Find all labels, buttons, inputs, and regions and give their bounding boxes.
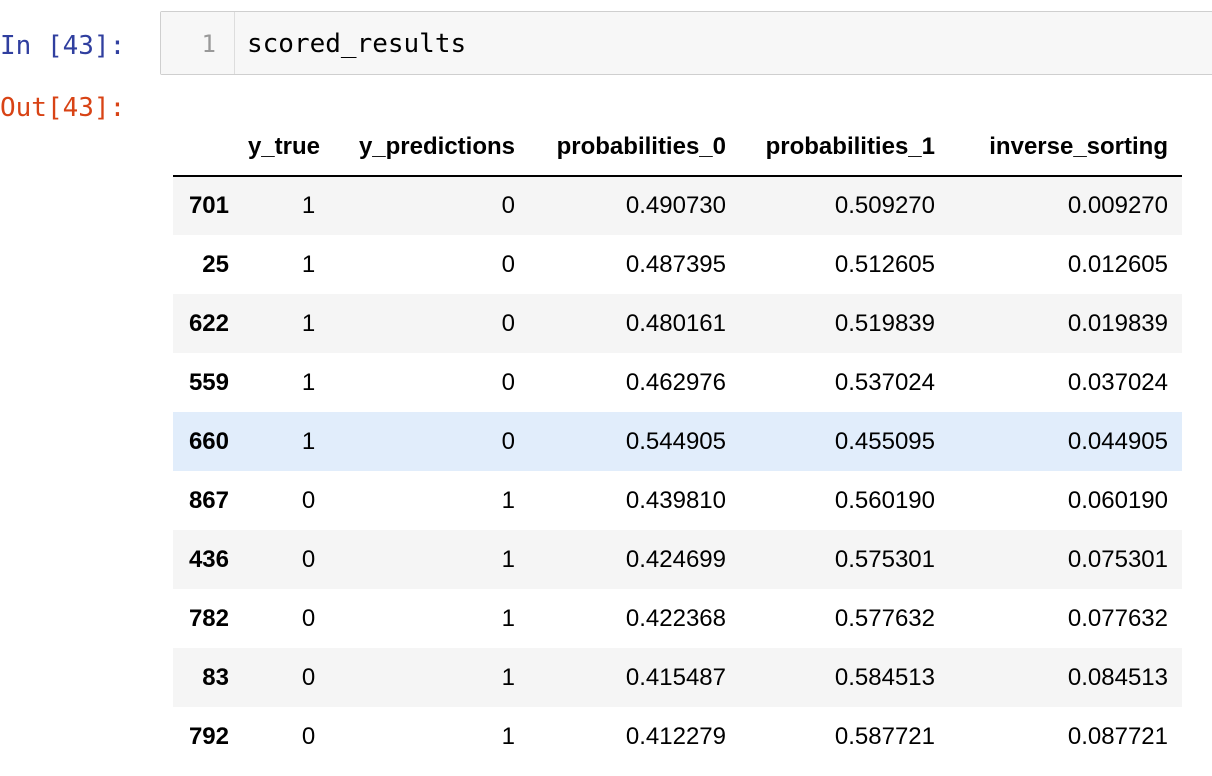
cell-probabilities-0: 0.439810 bbox=[625, 486, 726, 514]
cell-inverse-sorting: 0.075301 bbox=[1067, 545, 1168, 573]
cell-inverse-sorting: 0.084513 bbox=[1067, 663, 1168, 691]
cell-y-true: 0 bbox=[301, 663, 316, 691]
cell-y-true: 1 bbox=[301, 192, 316, 219]
table-row: 83 0 1 0.415487 0.584513 0.084513 bbox=[173, 648, 1182, 707]
input-prompt: In [43]: bbox=[0, 31, 126, 61]
dataframe-table: y_true y_predictions probabilities_0 pro… bbox=[173, 118, 1182, 766]
cell-y-predictions: 1 bbox=[501, 722, 515, 750]
cell-y-predictions: 1 bbox=[501, 663, 515, 691]
cell-y-true: 1 bbox=[301, 427, 316, 455]
row-index: 660 bbox=[188, 427, 229, 455]
cell-y-true: 1 bbox=[301, 309, 316, 337]
code-line[interactable]: scored_results bbox=[247, 29, 467, 59]
table-row: 25 1 0 0.487395 0.512605 0.012605 bbox=[173, 235, 1182, 294]
cell-inverse-sorting: 0.077632 bbox=[1067, 604, 1168, 632]
cell-inverse-sorting: 0.019839 bbox=[1067, 309, 1168, 337]
table-body: 701 1 0 0.490730 0.509270 0.009270 25 1 0 0.48739… bbox=[173, 176, 1182, 766]
cell-inverse-sorting: 0.012605 bbox=[1067, 250, 1168, 278]
cell-inverse-sorting: 0.060190 bbox=[1067, 486, 1168, 514]
cell-y-true: 0 bbox=[301, 486, 316, 514]
row-index: 867 bbox=[188, 486, 229, 514]
table-row: 782 0 1 0.422368 0.577632 0.077632 bbox=[173, 589, 1182, 648]
cell-probabilities-1: 0.560190 bbox=[834, 486, 935, 514]
column-header-probabilities-1: probabilities_1 bbox=[740, 118, 949, 177]
cell-y-predictions: 0 bbox=[501, 250, 515, 278]
table-row: 867 0 1 0.439810 0.560190 0.060190 bbox=[173, 471, 1182, 530]
row-index: 782 bbox=[188, 604, 229, 632]
cell-probabilities-0: 0.462976 bbox=[625, 368, 726, 396]
cell-probabilities-0: 0.412279 bbox=[625, 722, 726, 750]
cell-probabilities-0: 0.415487 bbox=[625, 663, 726, 691]
cell-probabilities-1: 0.577632 bbox=[834, 604, 935, 632]
column-header-y-predictions: y_predictions bbox=[334, 118, 529, 177]
row-index: 436 bbox=[188, 545, 229, 573]
row-index: 792 bbox=[188, 722, 229, 750]
table-header-row: y_true y_predictions probabilities_0 pro… bbox=[173, 118, 1182, 177]
cell-probabilities-1: 0.509270 bbox=[834, 192, 935, 219]
output-prompt: Out[43]: bbox=[0, 93, 126, 123]
row-index: 25 bbox=[202, 250, 229, 278]
column-header-y-true: y_true bbox=[243, 118, 334, 177]
column-header-inverse-sorting: inverse_sorting bbox=[949, 118, 1182, 177]
row-index: 559 bbox=[188, 368, 229, 396]
table-row: 436 0 1 0.424699 0.575301 0.075301 bbox=[173, 530, 1182, 589]
cell-y-true: 0 bbox=[301, 545, 316, 573]
cell-y-predictions: 1 bbox=[501, 545, 515, 573]
cell-y-true: 0 bbox=[301, 722, 316, 750]
cell-probabilities-1: 0.537024 bbox=[834, 368, 935, 396]
cell-y-predictions: 0 bbox=[501, 427, 515, 455]
column-header-index bbox=[173, 118, 243, 177]
cell-probabilities-0: 0.480161 bbox=[625, 309, 726, 337]
cell-inverse-sorting: 0.044905 bbox=[1067, 427, 1168, 455]
cell-probabilities-1: 0.455095 bbox=[834, 427, 935, 455]
cell-probabilities-1: 0.575301 bbox=[834, 545, 935, 573]
cell-inverse-sorting: 0.087721 bbox=[1067, 722, 1168, 750]
line-number: 1 bbox=[201, 30, 216, 58]
table-row: 792 0 1 0.412279 0.587721 0.087721 bbox=[173, 707, 1182, 766]
cell-probabilities-1: 0.519839 bbox=[834, 309, 935, 337]
cell-probabilities-1: 0.512605 bbox=[834, 250, 935, 278]
cell-inverse-sorting: 0.009270 bbox=[1067, 192, 1168, 219]
table-row: 660 1 0 0.544905 0.455095 0.044905 bbox=[173, 412, 1182, 471]
cell-probabilities-0: 0.422368 bbox=[625, 604, 726, 632]
cell-probabilities-0: 0.487395 bbox=[625, 250, 726, 278]
table-row: 559 1 0 0.462976 0.537024 0.037024 bbox=[173, 353, 1182, 412]
code-editor[interactable]: 1 scored_results bbox=[160, 11, 1212, 75]
cell-probabilities-0: 0.490730 bbox=[625, 192, 726, 219]
cell-probabilities-0: 0.424699 bbox=[625, 545, 726, 573]
cell-y-predictions: 0 bbox=[501, 192, 515, 219]
table-row: 701 1 0 0.490730 0.509270 0.009270 bbox=[173, 176, 1182, 235]
row-index: 622 bbox=[188, 309, 229, 337]
line-number-gutter: 1 bbox=[161, 12, 235, 74]
cell-y-predictions: 1 bbox=[501, 486, 515, 514]
row-index: 701 bbox=[188, 192, 229, 219]
cell-inverse-sorting: 0.037024 bbox=[1067, 368, 1168, 396]
cell-probabilities-1: 0.587721 bbox=[834, 722, 935, 750]
cell-probabilities-0: 0.544905 bbox=[625, 427, 726, 455]
cell-probabilities-1: 0.584513 bbox=[834, 663, 935, 691]
row-index: 83 bbox=[202, 663, 229, 691]
cell-y-predictions: 1 bbox=[501, 604, 515, 632]
column-header-probabilities-0: probabilities_0 bbox=[529, 118, 740, 177]
cell-y-predictions: 0 bbox=[501, 368, 515, 396]
cell-y-true: 0 bbox=[301, 604, 316, 632]
cell-y-true: 1 bbox=[301, 250, 316, 278]
cell-y-true: 1 bbox=[301, 368, 316, 396]
table-row: 622 1 0 0.480161 0.519839 0.019839 bbox=[173, 294, 1182, 353]
cell-y-predictions: 0 bbox=[501, 309, 515, 337]
